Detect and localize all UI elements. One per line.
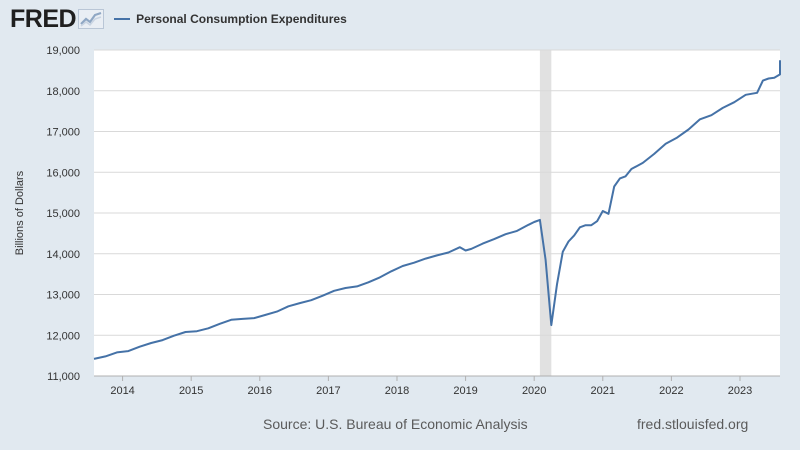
y-tick-label: 17,000 <box>46 127 80 139</box>
legend-swatch <box>114 18 131 20</box>
x-tick-label: 2021 <box>591 385 615 397</box>
footer: Source: U.S. Bureau of Economic Analysis… <box>0 416 800 436</box>
site-link[interactable]: fred.stlouisfed.org <box>637 416 749 432</box>
y-tick-label: 12,000 <box>46 330 80 342</box>
logo-text: FRED <box>10 5 77 33</box>
x-axis: 2014 2015 2016 2017 2018 2019 2020 2021 2022 2023 <box>94 375 780 397</box>
x-tick-label: 2018 <box>385 385 409 397</box>
series-layer <box>93 60 781 360</box>
y-tick-label: 16,000 <box>46 167 80 179</box>
header: FRED Personal Consumption Expenditures <box>10 6 347 32</box>
legend-label: Personal Consumption Expenditures <box>136 12 347 26</box>
x-tick-label: 2020 <box>522 385 546 397</box>
x-tick-label: 2016 <box>248 385 272 397</box>
x-tick-label: 2022 <box>659 385 683 397</box>
trend-line-icon <box>78 9 105 29</box>
x-tick-label: 2019 <box>453 385 477 397</box>
y-axis: 11,000 12,000 13,000 14,000 15,000 16,000 17,0… <box>46 45 80 383</box>
y-tick-label: 18,000 <box>46 86 80 98</box>
x-tick-label: 2014 <box>110 385 134 397</box>
y-tick-label: 14,000 <box>46 249 80 261</box>
fred-logo[interactable]: FRED <box>10 5 105 33</box>
y-tick-label: 11,000 <box>47 371 80 383</box>
series-line <box>93 60 781 360</box>
source-note: Source: U.S. Bureau of Economic Analysis <box>263 416 528 432</box>
x-tick-label: 2017 <box>316 385 340 397</box>
y-tick-label: 19,000 <box>46 45 80 57</box>
y-tick-label: 15,000 <box>46 208 80 220</box>
y-axis-title: Billions of Dollars <box>14 170 26 255</box>
x-tick-label: 2015 <box>179 385 203 397</box>
x-tick-label: 2023 <box>728 385 752 397</box>
y-tick-label: 13,000 <box>46 290 80 302</box>
legend: Personal Consumption Expenditures <box>114 12 347 26</box>
